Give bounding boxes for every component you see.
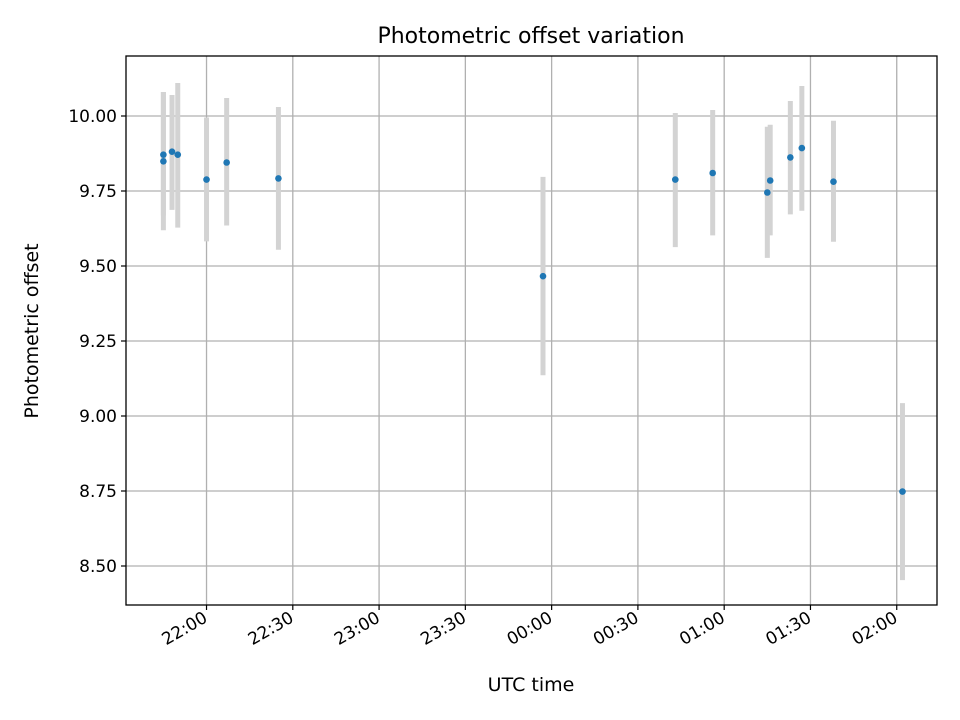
data-point	[275, 175, 282, 182]
data-point	[203, 176, 210, 183]
data-point	[798, 144, 806, 152]
y-tick-label: 9.75	[79, 182, 117, 202]
y-tick-label: 9.00	[79, 407, 117, 427]
data-point	[899, 488, 906, 495]
data-point	[539, 272, 547, 280]
y-tick-label: 9.25	[79, 332, 117, 352]
data-points	[160, 144, 906, 495]
data-point	[174, 151, 182, 158]
grid	[126, 56, 937, 605]
data-point	[168, 148, 176, 155]
data-point	[766, 177, 774, 184]
chart-title: Photometric offset variation	[377, 24, 684, 49]
data-point	[709, 169, 716, 177]
data-point	[787, 154, 794, 161]
y-tick-label: 10.00	[68, 107, 117, 127]
data-point	[223, 159, 230, 166]
plot-frame	[125, 55, 938, 606]
y-tick-label: 8.75	[79, 482, 117, 502]
plot-area	[126, 56, 937, 605]
y-tick-label: 9.50	[79, 257, 117, 277]
data-point	[830, 178, 837, 185]
y-axis-label: Photometric offset	[21, 243, 43, 418]
data-point	[160, 151, 167, 158]
data-point	[764, 189, 771, 196]
data-point	[671, 176, 679, 183]
data-point	[160, 158, 167, 165]
x-axis-label: UTC time	[488, 674, 575, 696]
y-tick-label: 8.50	[79, 557, 117, 577]
